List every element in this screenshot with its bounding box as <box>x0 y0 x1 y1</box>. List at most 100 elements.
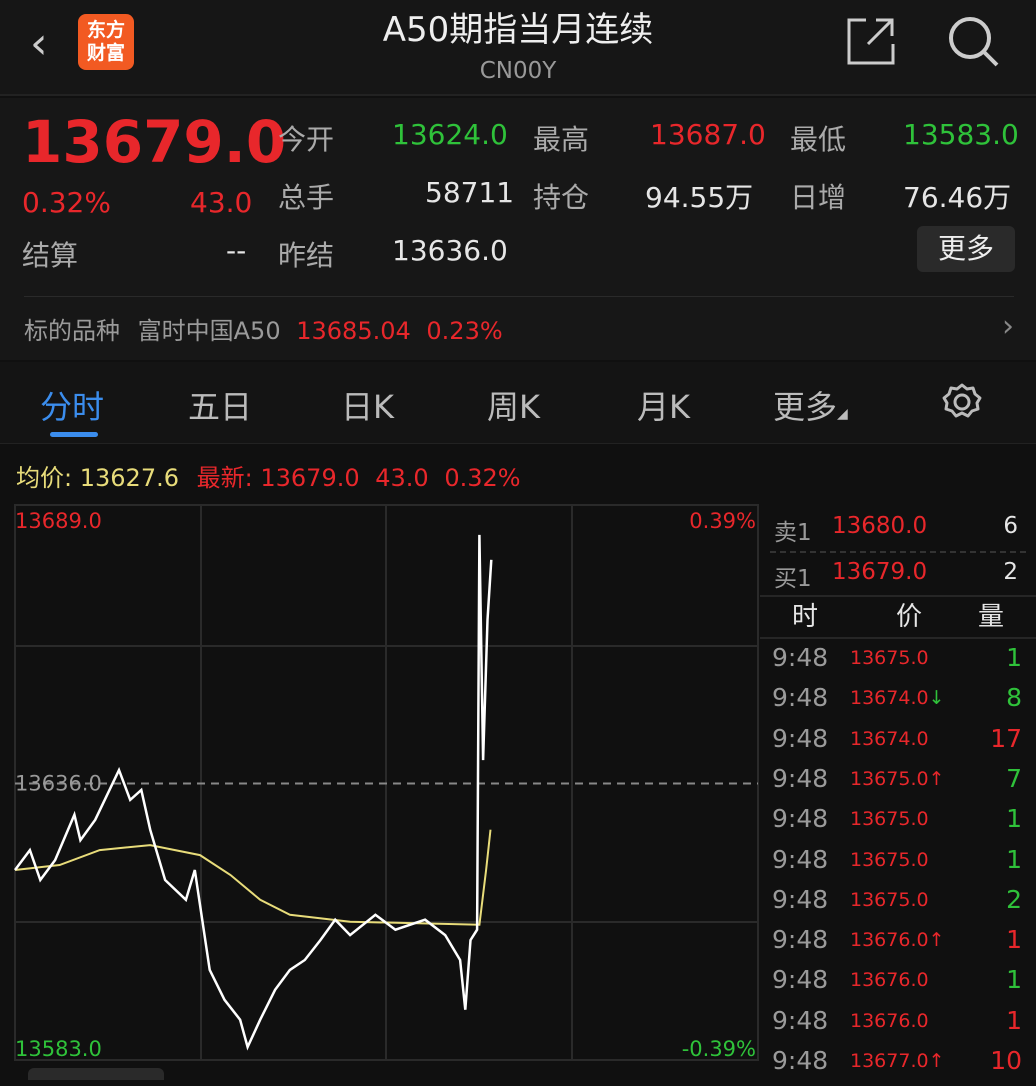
trade-row: 9:48 13674.0↓ 8 <box>760 683 1036 723</box>
ask-row: 卖1 13680.0 6 <box>760 513 1036 549</box>
trade-price: 13675.0 <box>850 888 929 911</box>
avg-value: 13627.6 <box>79 464 179 492</box>
trade-volume: 8 <box>1006 683 1022 713</box>
bid-price: 13679.0 <box>832 559 928 585</box>
trade-row: 9:48 13675.0 1 <box>760 845 1036 885</box>
trade-volume: 1 <box>1006 804 1022 834</box>
trade-price: 13676.0 <box>850 969 929 992</box>
change-pct: 0.32% <box>22 186 111 219</box>
avg-label: 均价: <box>16 464 73 492</box>
header: ‹ 东方 财富 A50期指当月连续 CN00Y <box>0 0 1036 96</box>
trade-time: 9:48 <box>772 884 829 914</box>
high-value: 13687.0 <box>650 118 766 151</box>
share-icon[interactable] <box>846 16 896 66</box>
trade-time: 9:48 <box>772 683 829 713</box>
low-value: 13583.0 <box>903 118 1019 151</box>
open-label: 今开 <box>278 123 335 156</box>
trade-volume: 1 <box>1006 1005 1022 1035</box>
trade-price: 13675.0 <box>850 848 929 871</box>
chart-tabs: 分时 五日 日K 周K 月K 更多◢ <box>0 362 1036 444</box>
tab-weekly-k[interactable]: 周K <box>487 388 540 426</box>
trade-row: 9:48 13676.0 1 <box>760 965 1036 1005</box>
latest-pct: 0.32% <box>444 464 521 492</box>
trade-time: 9:48 <box>772 804 829 834</box>
trade-price: 13676.0 <box>850 929 929 952</box>
open-value: 13624.0 <box>392 118 508 151</box>
trade-time: 9:48 <box>772 643 829 672</box>
arrow-up-icon: ↑ <box>928 767 945 790</box>
trade-price: 13677.0 <box>850 1050 929 1072</box>
search-icon[interactable] <box>946 14 1000 68</box>
header-price: 价 <box>896 602 923 632</box>
volume-value: 58711 <box>425 176 515 209</box>
tab-intraday[interactable]: 分时 <box>40 388 105 426</box>
tab-more-label: 更多 <box>773 388 838 426</box>
pct-label-top: 0.39% <box>689 509 756 533</box>
trade-row: 9:48 13675.0 1 <box>760 643 1036 683</box>
page-title: A50期指当月连续 <box>382 10 654 50</box>
change: 43.0 <box>190 186 253 219</box>
trade-time: 9:48 <box>772 965 829 995</box>
settings-gear-icon[interactable] <box>942 382 982 422</box>
trade-row: 9:48 13675.0↑ 7 <box>760 764 1036 804</box>
settle-label: 结算 <box>22 239 79 272</box>
oi-label: 持仓 <box>533 181 590 214</box>
trade-row: 9:48 13676.0↑ 1 <box>760 925 1036 965</box>
trade-time: 9:48 <box>772 844 829 874</box>
trade-row: 9:48 13676.0 1 <box>760 1006 1036 1046</box>
volume-label: 总手 <box>278 181 335 214</box>
bid-row: 买1 13679.0 2 <box>760 559 1036 595</box>
last-price: 13679.0 <box>22 108 287 176</box>
trade-row: 9:48 13675.0 2 <box>760 885 1036 925</box>
trade-time: 9:48 <box>772 925 829 955</box>
arrow-up-icon: ↑ <box>928 929 945 952</box>
back-chevron-icon[interactable]: ‹ <box>30 18 48 69</box>
tab-more[interactable]: 更多◢ <box>773 382 848 428</box>
trade-volume: 1 <box>1006 643 1022 672</box>
bid-volume: 2 <box>1003 559 1018 585</box>
tab-daily-k[interactable]: 日K <box>341 388 394 426</box>
prev-settle-value: 13636.0 <box>392 234 508 267</box>
pct-label-bottom: -0.39% <box>682 1037 756 1061</box>
more-button[interactable]: 更多 <box>917 226 1015 272</box>
trade-volume: 1 <box>1006 925 1022 955</box>
trade-volume: 2 <box>1006 884 1022 914</box>
trade-volume: 1 <box>1006 965 1022 995</box>
trade-time: 9:48 <box>772 1005 829 1035</box>
trade-price: 13675.0 <box>850 808 929 831</box>
divider <box>770 551 1026 553</box>
trade-price: 13676.0 <box>850 1009 929 1032</box>
trade-price: 13674.0 <box>850 727 929 750</box>
time-crosshair-chip <box>28 1068 164 1080</box>
average-price-line <box>14 829 492 926</box>
trade-volume: 10 <box>990 1046 1022 1075</box>
tab-five-day[interactable]: 五日 <box>188 388 253 426</box>
ask-price: 13680.0 <box>832 513 928 539</box>
trade-time: 9:48 <box>772 763 829 793</box>
logo-text: 东方 <box>86 19 125 41</box>
trade-volume: 1 <box>1006 844 1022 874</box>
underlying-name: 富时中国A50 <box>137 317 281 345</box>
trade-volume: 7 <box>1006 763 1022 793</box>
oi-value: 94.55万 <box>645 181 754 214</box>
trade-volume: 17 <box>990 723 1022 753</box>
y-label-bottom: 13583.0 <box>15 1037 102 1061</box>
trade-price: 13675.0 <box>850 767 929 790</box>
quote-panel: 13679.0 0.32% 43.0 结算 -- 今开 13624.0 最高 1… <box>0 98 1036 360</box>
trades-header: 时 价 量 <box>760 595 1036 639</box>
ask-label: 卖1 <box>774 520 812 546</box>
dropdown-triangle-icon: ◢ <box>837 406 848 422</box>
app-logo[interactable]: 东方 财富 <box>78 14 134 70</box>
underlying-row[interactable]: 标的品种 富时中国A50 13685.04 0.23% › <box>24 296 1014 346</box>
tab-monthly-k[interactable]: 月K <box>637 388 690 426</box>
y-label-top: 13689.0 <box>15 509 102 533</box>
instrument-code: CN00Y <box>479 58 557 84</box>
trade-row: 9:48 13675.0 1 <box>760 804 1036 844</box>
intraday-chart[interactable]: 13689.0 13583.0 13636.0 0.39% -0.39% <box>0 500 1036 1080</box>
ask-volume: 6 <box>1003 513 1018 539</box>
bid-label: 买1 <box>774 566 812 592</box>
header-time: 时 <box>792 602 819 632</box>
header-volume: 量 <box>978 602 1005 632</box>
info-line: 均价: 13627.6 最新: 13679.0 43.0 0.32% <box>16 458 521 493</box>
underlying-price: 13685.04 <box>296 317 411 345</box>
